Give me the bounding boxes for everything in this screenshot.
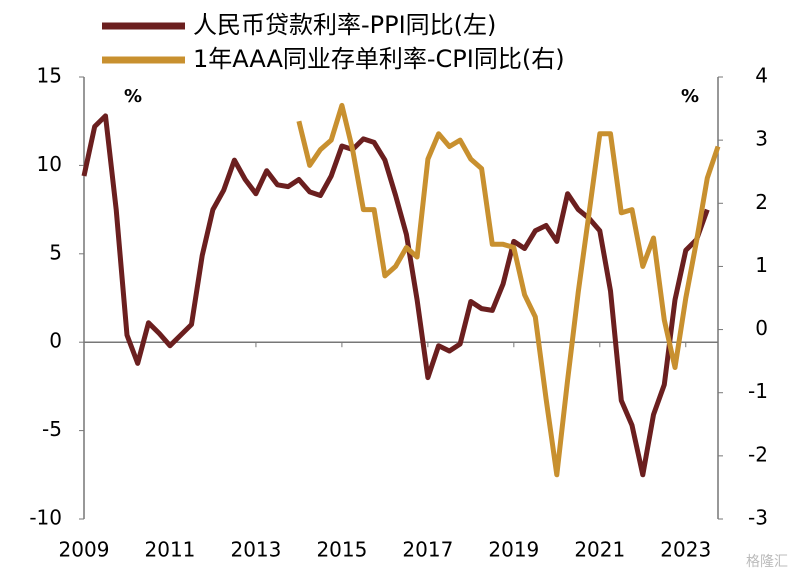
x-tick-label: 2017 xyxy=(402,538,453,562)
y2-tick-label: 4 xyxy=(755,64,768,88)
x-tick-label: 2013 xyxy=(230,538,281,562)
y2-tick-label: -1 xyxy=(748,379,768,403)
y2-tick-label: 3 xyxy=(755,127,768,151)
x-tick-label: 2009 xyxy=(59,538,110,562)
y2-tick-label: 0 xyxy=(755,316,768,340)
y2-tick-label: 1 xyxy=(755,253,768,277)
y2-unit: % xyxy=(681,86,699,107)
x-tick-label: 2019 xyxy=(488,538,539,562)
y-tick-label: 10 xyxy=(37,152,62,176)
series-line xyxy=(81,113,710,478)
y-unit: % xyxy=(124,86,142,107)
y-tick-label: -5 xyxy=(42,417,62,441)
y2-tick-label: -3 xyxy=(748,506,768,530)
x-tick-label: 2015 xyxy=(316,538,367,562)
x-tick-label: 2021 xyxy=(574,538,625,562)
x-tick-label: 2011 xyxy=(145,538,196,562)
watermark: 格隆汇 xyxy=(746,554,788,570)
y2-tick-label: -2 xyxy=(748,442,768,466)
legend-label: 1年AAA同业存单利率-CPI同比(右) xyxy=(193,45,565,73)
y-tick-label: 5 xyxy=(49,240,62,264)
legend-label: 人民币贷款利率-PPI同比(左) xyxy=(193,11,496,39)
series-line xyxy=(296,102,721,478)
y2-tick-label: 2 xyxy=(755,190,768,214)
y-tick-label: -10 xyxy=(29,506,62,530)
y-tick-label: 0 xyxy=(49,329,62,353)
x-tick-label: 2023 xyxy=(660,538,711,562)
y-tick-label: 15 xyxy=(37,64,62,88)
